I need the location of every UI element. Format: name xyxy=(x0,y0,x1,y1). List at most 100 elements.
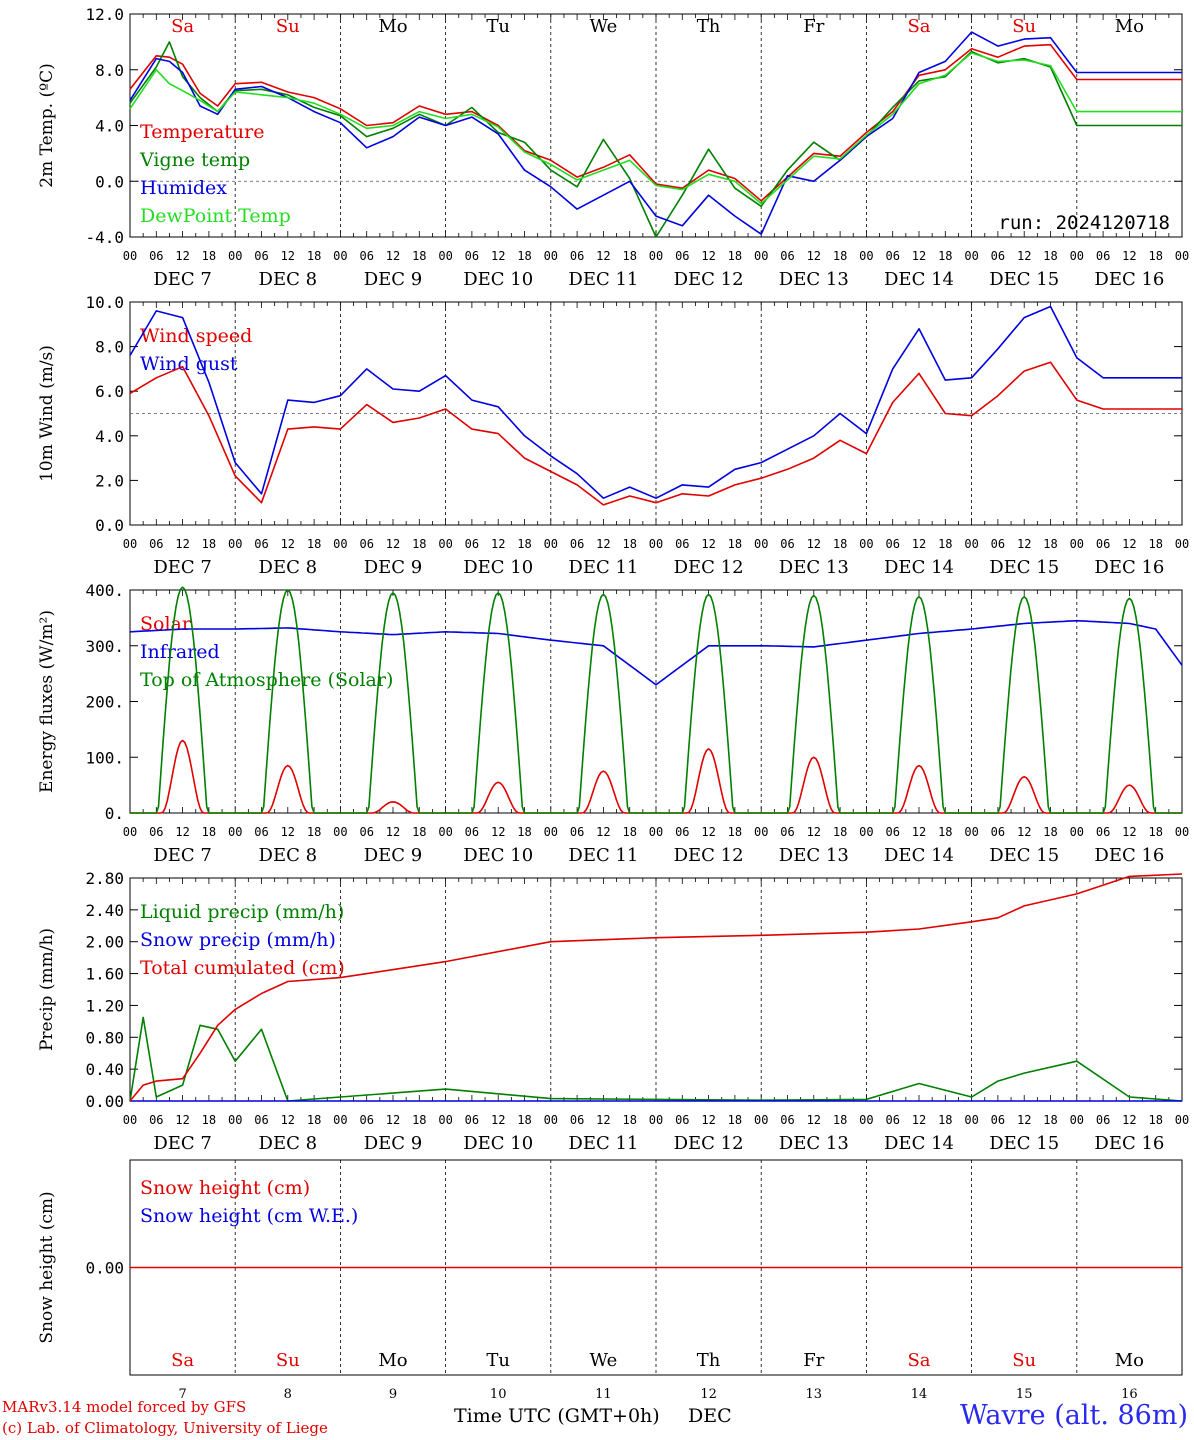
date-label: DEC 7 xyxy=(153,1133,212,1154)
hour-tick-label: 06 xyxy=(780,249,794,263)
hour-tick-label: 00 xyxy=(964,1113,978,1127)
legend-4-3: Total cumulated (cm) xyxy=(140,957,345,979)
hour-tick-label: 12 xyxy=(491,825,505,839)
date-label: DEC 7 xyxy=(153,845,212,866)
series-2-2 xyxy=(129,305,1182,500)
y-tick-label: 4.0 xyxy=(95,117,124,136)
date-label: DEC 10 xyxy=(463,269,533,290)
hour-tick-label: 12 xyxy=(175,249,189,263)
hour-tick-label: 00 xyxy=(438,825,452,839)
date-label: DEC 16 xyxy=(1094,845,1164,866)
day-number-label: 12 xyxy=(700,1387,717,1402)
weekday-label-bottom: Tu xyxy=(486,1350,510,1371)
hour-tick-label: 06 xyxy=(465,249,479,263)
date-label: DEC 12 xyxy=(674,269,744,290)
series-1-4 xyxy=(129,52,1182,205)
hour-tick-label: 00 xyxy=(333,1113,347,1127)
hour-tick-label: 00 xyxy=(228,537,242,551)
date-label: DEC 8 xyxy=(259,269,318,290)
weekday-label-top: Su xyxy=(276,16,300,37)
legend-1-3: Humidex xyxy=(140,177,227,199)
hour-tick-label: 06 xyxy=(991,825,1005,839)
date-label: DEC 13 xyxy=(779,269,849,290)
date-label: DEC 8 xyxy=(259,845,318,866)
date-label: DEC 13 xyxy=(779,557,849,578)
hour-tick-label: 00 xyxy=(544,1113,558,1127)
weekday-label-bottom: Su xyxy=(1012,1350,1036,1371)
hour-tick-label: 12 xyxy=(1017,1113,1031,1127)
weekday-label-bottom: Fr xyxy=(803,1350,824,1371)
series-4-1 xyxy=(129,1016,1183,1102)
hour-tick-label: 00 xyxy=(649,249,663,263)
y-axis-label: Snow height (cm) xyxy=(37,1191,57,1343)
hour-tick-label: 18 xyxy=(517,1113,531,1127)
hour-tick-label: 06 xyxy=(1096,249,1110,263)
date-label: DEC 14 xyxy=(884,845,954,866)
hour-tick-label: 12 xyxy=(386,249,400,263)
hour-tick-label: 00 xyxy=(1175,1113,1189,1127)
weekday-label-top: We xyxy=(590,16,618,37)
hour-tick-label: 06 xyxy=(149,537,163,551)
hour-tick-label: 18 xyxy=(833,537,847,551)
weekday-label-top: Fr xyxy=(803,16,824,37)
hour-tick-label: 06 xyxy=(359,537,373,551)
hour-tick-label: 06 xyxy=(254,825,268,839)
weekday-label-top: Sa xyxy=(907,16,930,37)
day-number-label: 7 xyxy=(178,1387,186,1402)
hour-tick-label: 12 xyxy=(1122,537,1136,551)
y-tick-label: 2.40 xyxy=(85,901,124,920)
hour-tick-label: 06 xyxy=(359,1113,373,1127)
series-1-2 xyxy=(129,41,1182,238)
y-tick-label: 400. xyxy=(85,581,124,600)
hour-tick-label: 06 xyxy=(570,537,584,551)
y-axis-label: Precip (mm/h) xyxy=(37,928,57,1051)
hour-tick-label: 12 xyxy=(596,1113,610,1127)
legend-3-3: Top of Atmosphere (Solar) xyxy=(140,669,393,691)
y-tick-label: -4.0 xyxy=(85,228,124,247)
hour-tick-label: 12 xyxy=(281,249,295,263)
hour-tick-label: 18 xyxy=(202,537,216,551)
hour-tick-label: 12 xyxy=(912,537,926,551)
y-tick-label: 0.0 xyxy=(95,172,124,191)
y-axis-label: 10m Wind (m/s) xyxy=(37,345,57,482)
weekday-label-bottom: Mo xyxy=(1115,1350,1144,1371)
series-2-1 xyxy=(129,361,1182,506)
hour-tick-label: 00 xyxy=(754,249,768,263)
hour-tick-label: 06 xyxy=(780,1113,794,1127)
series-1-1 xyxy=(129,43,1182,202)
day-number-label: 10 xyxy=(490,1387,507,1402)
hour-tick-label: 00 xyxy=(859,1113,873,1127)
y-tick-label: 8.0 xyxy=(95,61,124,80)
hour-tick-label: 06 xyxy=(465,825,479,839)
date-label: DEC 11 xyxy=(568,269,638,290)
hour-tick-label: 12 xyxy=(281,537,295,551)
hour-tick-label: 00 xyxy=(649,1113,663,1127)
hour-tick-label: 06 xyxy=(675,825,689,839)
date-label: DEC 8 xyxy=(259,1133,318,1154)
hour-tick-label: 12 xyxy=(175,537,189,551)
hour-tick-label: 12 xyxy=(912,825,926,839)
hour-tick-label: 00 xyxy=(649,825,663,839)
y-tick-label: 0.00 xyxy=(85,1092,124,1111)
weekday-label-bottom: Mo xyxy=(378,1350,407,1371)
legend-1-1: Temperature xyxy=(140,121,264,143)
model-credit: MARv3.14 model forced by GFS xyxy=(2,1398,247,1416)
weekday-label-top: Mo xyxy=(1115,16,1144,37)
hour-tick-label: 06 xyxy=(465,1113,479,1127)
hour-tick-label: 18 xyxy=(1043,825,1057,839)
hour-tick-label: 18 xyxy=(833,825,847,839)
hour-tick-label: 00 xyxy=(964,825,978,839)
hour-tick-label: 06 xyxy=(149,825,163,839)
hour-tick-label: 18 xyxy=(517,825,531,839)
hour-tick-label: 18 xyxy=(517,249,531,263)
hour-tick-label: 18 xyxy=(202,249,216,263)
legend-2-1: Wind speed xyxy=(140,325,252,347)
date-label: DEC 15 xyxy=(989,269,1059,290)
weekday-label-bottom: Sa xyxy=(907,1350,930,1371)
hour-tick-label: 18 xyxy=(622,1113,636,1127)
date-label: DEC 10 xyxy=(463,1133,533,1154)
date-label: DEC 10 xyxy=(463,845,533,866)
hour-tick-label: 06 xyxy=(359,825,373,839)
hour-tick-label: 12 xyxy=(175,825,189,839)
